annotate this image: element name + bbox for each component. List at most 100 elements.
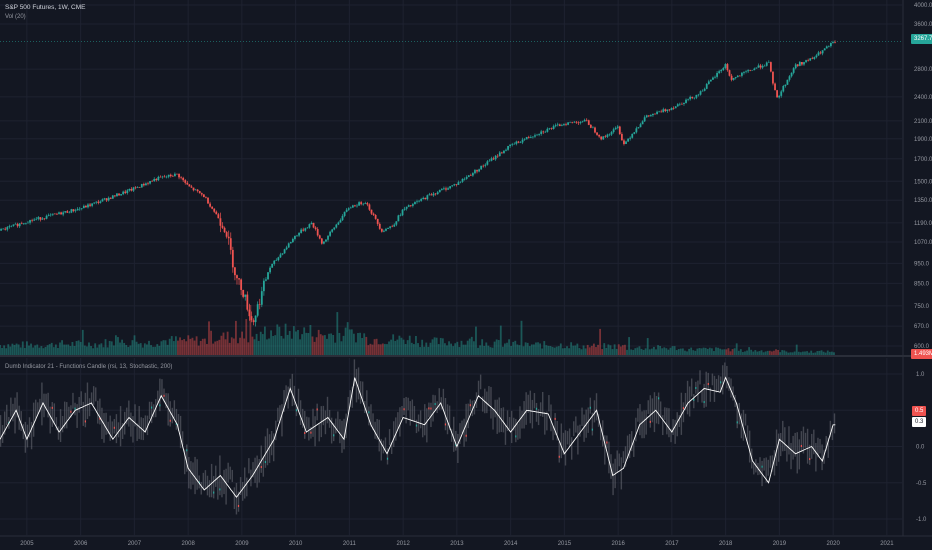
volume-label[interactable]: Vol (20) [5, 14, 26, 20]
volume-bar [624, 344, 626, 355]
candle-body [476, 170, 478, 172]
volume-bar [369, 343, 372, 355]
oscillator-tick [703, 401, 705, 404]
candle-body [600, 136, 603, 140]
candle-body [581, 121, 584, 123]
price-tick-label: 2800.0 [914, 67, 932, 73]
candle-body [87, 204, 89, 208]
candle-body [670, 108, 673, 111]
candle-body [751, 70, 754, 71]
candle-body [267, 272, 269, 280]
candle-body [97, 201, 100, 203]
volume-bar [619, 346, 622, 355]
symbol-title[interactable]: S&P 500 Futures, 1W, CME [5, 4, 86, 11]
volume-bar [773, 350, 775, 355]
volume-bar [576, 343, 579, 355]
candle-body [602, 136, 605, 140]
volume-bar [220, 335, 223, 355]
candle-body [436, 192, 439, 195]
candle-body [521, 139, 524, 143]
volume-bar [286, 334, 289, 355]
candle-body [343, 211, 346, 216]
volume-bar [609, 345, 612, 355]
volume-bar [673, 346, 676, 355]
volume-bar [686, 351, 688, 355]
price-tick-label: 1190.0 [914, 221, 932, 227]
oscillator-tick [264, 461, 267, 464]
candle-body [654, 113, 656, 115]
volume-bar [172, 341, 175, 355]
candle-body [676, 104, 679, 107]
volume-bar [783, 350, 786, 355]
volume-bar [692, 350, 695, 355]
candle-body [571, 122, 574, 123]
candle-body [157, 176, 160, 181]
volume-bar [799, 352, 802, 355]
volume-bar [464, 344, 467, 355]
volume-bar [299, 339, 301, 355]
volume-bar [50, 342, 53, 355]
time-tick-label: 2015 [558, 541, 572, 547]
candle-body [726, 64, 729, 71]
volume-bar [599, 328, 602, 355]
volume-bar [814, 352, 817, 355]
candle-body [318, 235, 321, 239]
candle-body [552, 126, 555, 129]
price-tick-label: 1070.0 [914, 240, 932, 246]
volume-bar [493, 341, 496, 355]
volume-bar [549, 346, 552, 355]
volume-bar [158, 345, 161, 355]
candle-body [689, 96, 692, 100]
volume-bar [514, 340, 517, 355]
candle-body [786, 79, 789, 85]
candle-body [575, 121, 578, 123]
volume-bar [410, 342, 413, 355]
oscillator-line [0, 376, 836, 498]
volume-bar [38, 347, 41, 355]
volume-bar [245, 319, 248, 355]
candle-body [803, 62, 805, 65]
volume-bar [504, 343, 506, 355]
volume-bar [127, 347, 130, 355]
volume-bar [789, 352, 792, 355]
candle-body [161, 176, 164, 178]
candle-body [709, 79, 712, 82]
candle-body [639, 124, 642, 128]
volume-bar [284, 323, 287, 355]
indicator-title[interactable]: Dumb Indicator 21 - Functions Candle (rs… [5, 364, 173, 370]
volume-bar [11, 343, 14, 355]
volume-bar [315, 337, 318, 355]
candle-body [393, 224, 396, 227]
oscillator-tick [554, 417, 556, 420]
candle-body [455, 184, 458, 185]
volume-bar [808, 352, 811, 355]
candle-body [573, 121, 576, 123]
volume-bar [450, 343, 453, 355]
candle-body [703, 88, 706, 91]
candle-body [527, 137, 530, 138]
candle-body [664, 109, 667, 111]
candle-body [47, 214, 50, 216]
candle-body [515, 141, 518, 144]
volume-bar [384, 343, 386, 355]
volume-bar [512, 341, 515, 355]
volume-bar [665, 348, 668, 355]
volume-bar [355, 342, 357, 355]
oscillator-tick [113, 426, 115, 429]
candle-body [509, 144, 512, 147]
volume-bar [572, 345, 575, 355]
price-tick-label: 750.0 [914, 304, 930, 310]
candle-body [105, 198, 108, 201]
volume-bar [303, 327, 306, 355]
candle-body [271, 263, 274, 268]
volume-bar [781, 350, 784, 355]
volume-bar [406, 340, 409, 355]
oscillator-tick [695, 386, 697, 389]
volume-bar [708, 347, 711, 355]
volume-bar [98, 344, 101, 355]
volume-bar [350, 329, 353, 355]
oscillator-tick [428, 407, 430, 410]
